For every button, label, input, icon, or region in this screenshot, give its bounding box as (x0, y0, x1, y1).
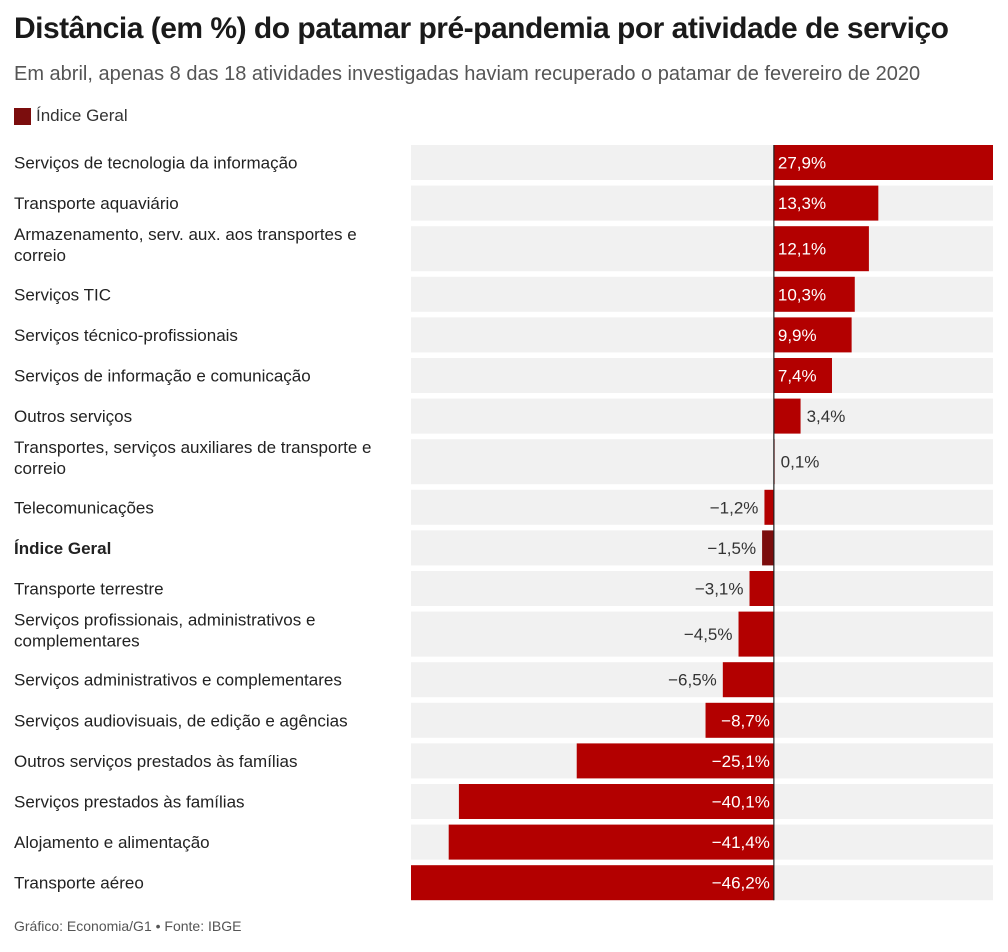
bar-rows: Serviços de tecnologia da informação 27,9… (14, 145, 993, 901)
bar-row: Transportes, serviços auxiliares de tran… (14, 438, 993, 485)
bar (448, 824, 774, 860)
category-label: Índice Geral (14, 539, 111, 558)
bar-track (411, 317, 993, 353)
value-label: −4,5% (684, 625, 733, 644)
bar-row: Transporte aéreo −46,2% (14, 865, 993, 901)
bar (773, 276, 855, 312)
bar (705, 702, 774, 738)
bar-row: Serviços técnico-profissionais 9,9% (14, 317, 993, 353)
value-label: 7,4% (778, 367, 817, 386)
bar (411, 865, 774, 901)
bar-row: Serviços de tecnologia da informação 27,9… (14, 145, 993, 180)
bar (773, 398, 801, 434)
category-label: Serviços profissionais, administrativos … (14, 611, 315, 651)
chart-subtitle: Em abril, apenas 8 das 18 atividades inv… (14, 63, 921, 85)
value-label: −6,5% (668, 671, 717, 690)
bar-row: Índice Geral −1,5% (14, 530, 993, 566)
category-label: Serviços audiovisuais, de edição e agênc… (14, 711, 348, 730)
value-label: 10,3% (778, 285, 826, 304)
value-label: 0,1% (781, 453, 820, 472)
category-label: Transporte terrestre (14, 580, 164, 599)
category-label: Outros serviços prestados às famílias (14, 752, 297, 771)
bar (722, 662, 774, 698)
bar-row: Telecomunicações −1,2% (14, 489, 993, 525)
bar-track (411, 276, 993, 312)
category-label: Telecomunicações (14, 498, 154, 517)
bar-track (411, 530, 993, 566)
category-label: Outros serviços (14, 407, 132, 426)
value-label: −46,2% (712, 874, 770, 893)
bar-track (411, 662, 993, 698)
bar-row: Serviços administrativos e complementare… (14, 662, 993, 698)
category-label: Transporte aquaviário (14, 194, 179, 213)
value-label: −8,7% (721, 711, 770, 730)
value-label: −3,1% (695, 580, 744, 599)
bar-row: Alojamento e alimentação −41,4% (14, 824, 993, 860)
value-label: −1,2% (710, 498, 759, 517)
category-label: Serviços de informação e comunicação (14, 367, 311, 386)
value-label: 3,4% (807, 407, 846, 426)
bar-track (411, 358, 993, 393)
bar-row: Outros serviços 3,4% (14, 398, 993, 434)
category-label: Serviços de tecnologia da informação (14, 154, 298, 173)
bar (762, 530, 774, 566)
category-label: Alojamento e alimentação (14, 833, 210, 852)
bar-track (411, 439, 993, 485)
category-label: Serviços técnico-profissionais (14, 326, 238, 345)
category-label: Armazenamento, serv. aux. aos transporte… (14, 225, 357, 265)
bar (749, 571, 774, 606)
bar-row: Serviços profissionais, administrativos … (14, 611, 993, 657)
category-label: Transportes, serviços auxiliares de tran… (14, 438, 371, 478)
value-label: 12,1% (778, 240, 826, 259)
value-label: 27,9% (778, 154, 826, 173)
category-label: Serviços TIC (14, 285, 111, 304)
bar-track (411, 489, 993, 525)
chart-title: Distância (em %) do patamar pré-pandemia… (14, 12, 949, 45)
bar-track (411, 611, 993, 657)
legend: Índice Geral (14, 106, 128, 126)
bar (458, 784, 774, 819)
bar (773, 358, 832, 393)
legend-swatch (14, 107, 31, 125)
bar-track (411, 226, 993, 272)
bar-track (411, 702, 993, 738)
bar (773, 145, 993, 180)
bar (773, 317, 852, 353)
bar-row: Serviços de informação e comunicação 7,4% (14, 358, 993, 393)
bar-row: Outros serviços prestados às famílias −25… (14, 743, 993, 779)
bar (738, 611, 774, 657)
bar (773, 185, 879, 221)
value-label: −1,5% (707, 539, 756, 558)
bar (773, 226, 869, 272)
category-label: Serviços prestados às famílias (14, 793, 245, 812)
bar (576, 743, 774, 779)
bar-track (411, 571, 993, 606)
legend-label: Índice Geral (36, 106, 128, 125)
bar (764, 489, 774, 525)
value-label: −41,4% (712, 833, 770, 852)
bar-track (411, 398, 993, 434)
bar-row: Transporte aquaviário 13,3% (14, 185, 993, 221)
value-label: −25,1% (712, 752, 770, 771)
bar-row: Serviços TIC 10,3% (14, 276, 993, 312)
category-label: Serviços administrativos e complementare… (14, 671, 342, 690)
bar-row: Serviços audiovisuais, de edição e agênc… (14, 702, 993, 738)
bar-row: Armazenamento, serv. aux. aos transporte… (14, 225, 993, 272)
chart-footer: Gráfico: Economia/G1 • Fonte: IBGE (14, 918, 242, 934)
value-label: 9,9% (778, 326, 817, 345)
value-label: −40,1% (712, 793, 770, 812)
bar-row: Transporte terrestre −3,1% (14, 571, 993, 606)
category-label: Transporte aéreo (14, 874, 144, 893)
value-label: 13,3% (778, 194, 826, 213)
bar-row: Serviços prestados às famílias −40,1% (14, 784, 993, 819)
bar-track (411, 185, 993, 221)
